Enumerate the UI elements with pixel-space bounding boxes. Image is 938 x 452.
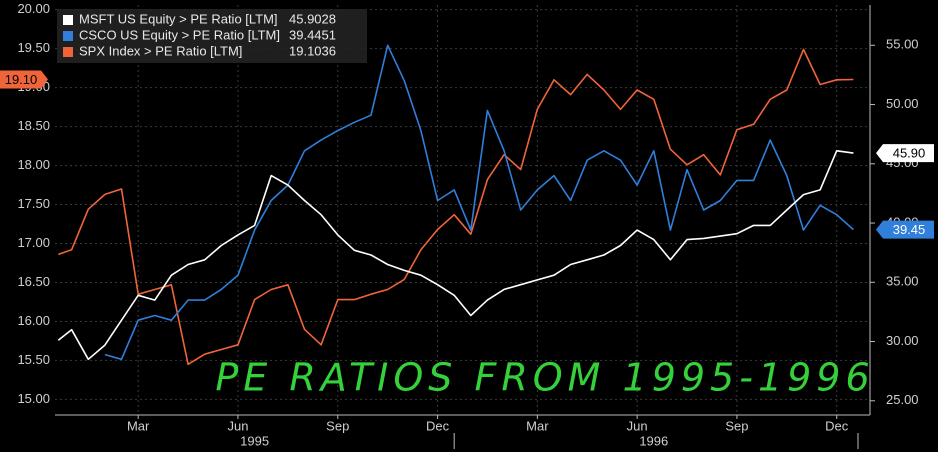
legend-label: SPX Index > PE Ratio [LTM] bbox=[79, 43, 242, 58]
last-value-label: 45.90 bbox=[893, 146, 926, 161]
y-tick-label: 17.50 bbox=[17, 196, 50, 211]
x-tick-label: Mar bbox=[127, 418, 150, 433]
y2-tick-label: 35.00 bbox=[886, 274, 919, 289]
legend: MSFT US Equity > PE Ratio [LTM] 45.9028 CS… bbox=[57, 9, 367, 63]
series-line bbox=[58, 48, 854, 366]
lines bbox=[57, 44, 854, 366]
y2-tick-label: 25.00 bbox=[886, 392, 919, 407]
last-value-badge bbox=[876, 144, 934, 163]
legend-box bbox=[57, 9, 367, 63]
y2-tick-label: 55.00 bbox=[886, 37, 919, 52]
y-tick-label: 15.00 bbox=[17, 391, 50, 406]
legend-value: 39.4451 bbox=[289, 27, 336, 42]
x-tick-label: Dec bbox=[825, 418, 849, 433]
legend-label: CSCO US Equity > PE Ratio [LTM] bbox=[79, 27, 280, 42]
y-tick-label: 17.00 bbox=[17, 235, 50, 250]
x-tick-label: Jun bbox=[227, 418, 248, 433]
x-group-label: 1995 bbox=[240, 433, 269, 448]
x-tick-label: Sep bbox=[725, 418, 748, 433]
y2-tick-label: 50.00 bbox=[886, 96, 919, 111]
x-tick-label: Mar bbox=[526, 418, 549, 433]
y-tick-label: 19.50 bbox=[17, 40, 50, 55]
x-tick-label: Jun bbox=[627, 418, 648, 433]
y-tick-label: 16.00 bbox=[17, 313, 50, 328]
y-tick-label: 15.50 bbox=[17, 352, 50, 367]
legend-swatch bbox=[63, 15, 73, 25]
y-tick-label: 18.00 bbox=[17, 157, 50, 172]
x-group-label: 1996 bbox=[639, 433, 668, 448]
y-tick-label: 18.50 bbox=[17, 118, 50, 133]
last-value-label: 19.10 bbox=[5, 72, 38, 87]
last-value-label: 39.45 bbox=[893, 222, 926, 237]
series-line bbox=[104, 44, 854, 361]
y-tick-label: 20.00 bbox=[17, 1, 50, 16]
last-value-badge bbox=[0, 70, 48, 89]
legend-swatch bbox=[63, 47, 73, 57]
legend-value: 45.9028 bbox=[289, 11, 336, 26]
x-tick-label: Sep bbox=[326, 418, 349, 433]
legend-label: MSFT US Equity > PE Ratio [LTM] bbox=[79, 11, 278, 26]
y2-tick-label: 30.00 bbox=[886, 333, 919, 348]
x-tick-label: Dec bbox=[426, 418, 450, 433]
legend-swatch bbox=[63, 31, 73, 41]
legend-value: 19.1036 bbox=[289, 43, 336, 58]
annotation: PE RATIOS FROM 1995-1996 bbox=[215, 356, 874, 400]
series-line bbox=[57, 150, 854, 361]
last-value-badge bbox=[876, 220, 934, 239]
y-tick-label: 16.50 bbox=[17, 274, 50, 289]
